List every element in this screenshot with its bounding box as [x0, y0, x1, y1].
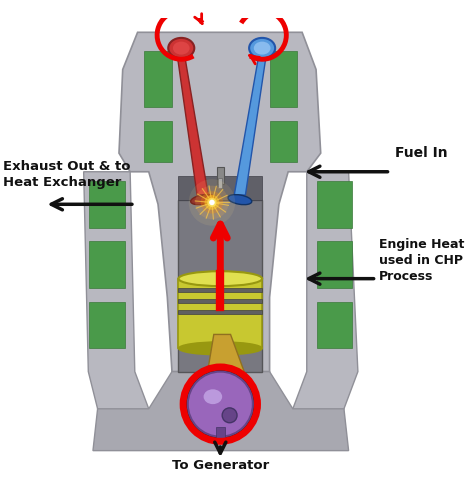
Bar	[179, 299, 262, 303]
Ellipse shape	[179, 271, 262, 286]
Text: To Generator: To Generator	[172, 459, 269, 472]
Polygon shape	[234, 58, 266, 195]
Bar	[317, 302, 352, 348]
Bar	[89, 242, 125, 288]
Bar	[270, 51, 298, 107]
Circle shape	[201, 191, 223, 214]
Bar	[217, 167, 224, 184]
Circle shape	[204, 195, 219, 210]
Polygon shape	[178, 58, 208, 195]
Bar	[179, 200, 262, 372]
Ellipse shape	[179, 342, 262, 355]
Circle shape	[195, 186, 228, 219]
Bar	[219, 178, 222, 187]
Ellipse shape	[254, 41, 271, 55]
Ellipse shape	[228, 195, 252, 204]
Circle shape	[181, 365, 259, 443]
Bar	[144, 121, 172, 163]
Bar	[179, 310, 262, 314]
Bar	[89, 302, 125, 348]
Circle shape	[188, 372, 253, 437]
Ellipse shape	[203, 389, 222, 404]
Ellipse shape	[173, 41, 190, 55]
Circle shape	[209, 200, 215, 205]
Text: Engine Heat
used in CHP
Process: Engine Heat used in CHP Process	[379, 238, 465, 283]
Bar	[89, 181, 125, 227]
Text: Exhaust Out & to
Heat Exchanger: Exhaust Out & to Heat Exchanger	[3, 160, 130, 189]
Bar	[317, 242, 352, 288]
Polygon shape	[119, 32, 321, 372]
Text: Fuel In: Fuel In	[395, 146, 448, 160]
Bar	[216, 427, 225, 441]
Circle shape	[207, 198, 217, 207]
Circle shape	[222, 408, 237, 423]
Bar	[179, 279, 262, 348]
Polygon shape	[93, 372, 348, 450]
Circle shape	[189, 179, 235, 225]
Bar	[270, 121, 298, 163]
Bar	[144, 51, 172, 107]
Ellipse shape	[249, 38, 275, 59]
Ellipse shape	[191, 195, 215, 204]
Polygon shape	[204, 334, 251, 398]
Polygon shape	[293, 172, 358, 432]
Bar	[179, 288, 262, 292]
Polygon shape	[84, 172, 149, 432]
Bar	[179, 176, 262, 200]
Bar	[317, 181, 352, 227]
Ellipse shape	[168, 38, 194, 59]
